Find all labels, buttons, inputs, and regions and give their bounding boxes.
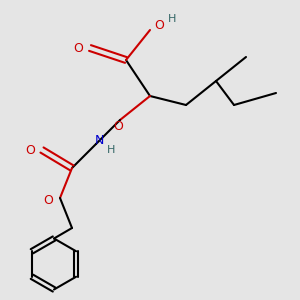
Text: N: N — [94, 134, 104, 148]
Text: O: O — [73, 41, 83, 55]
Text: O: O — [43, 194, 53, 208]
Text: O: O — [25, 143, 35, 157]
Text: H: H — [107, 145, 115, 155]
Text: O: O — [114, 119, 123, 133]
Text: O: O — [154, 19, 164, 32]
Text: H: H — [168, 14, 177, 24]
